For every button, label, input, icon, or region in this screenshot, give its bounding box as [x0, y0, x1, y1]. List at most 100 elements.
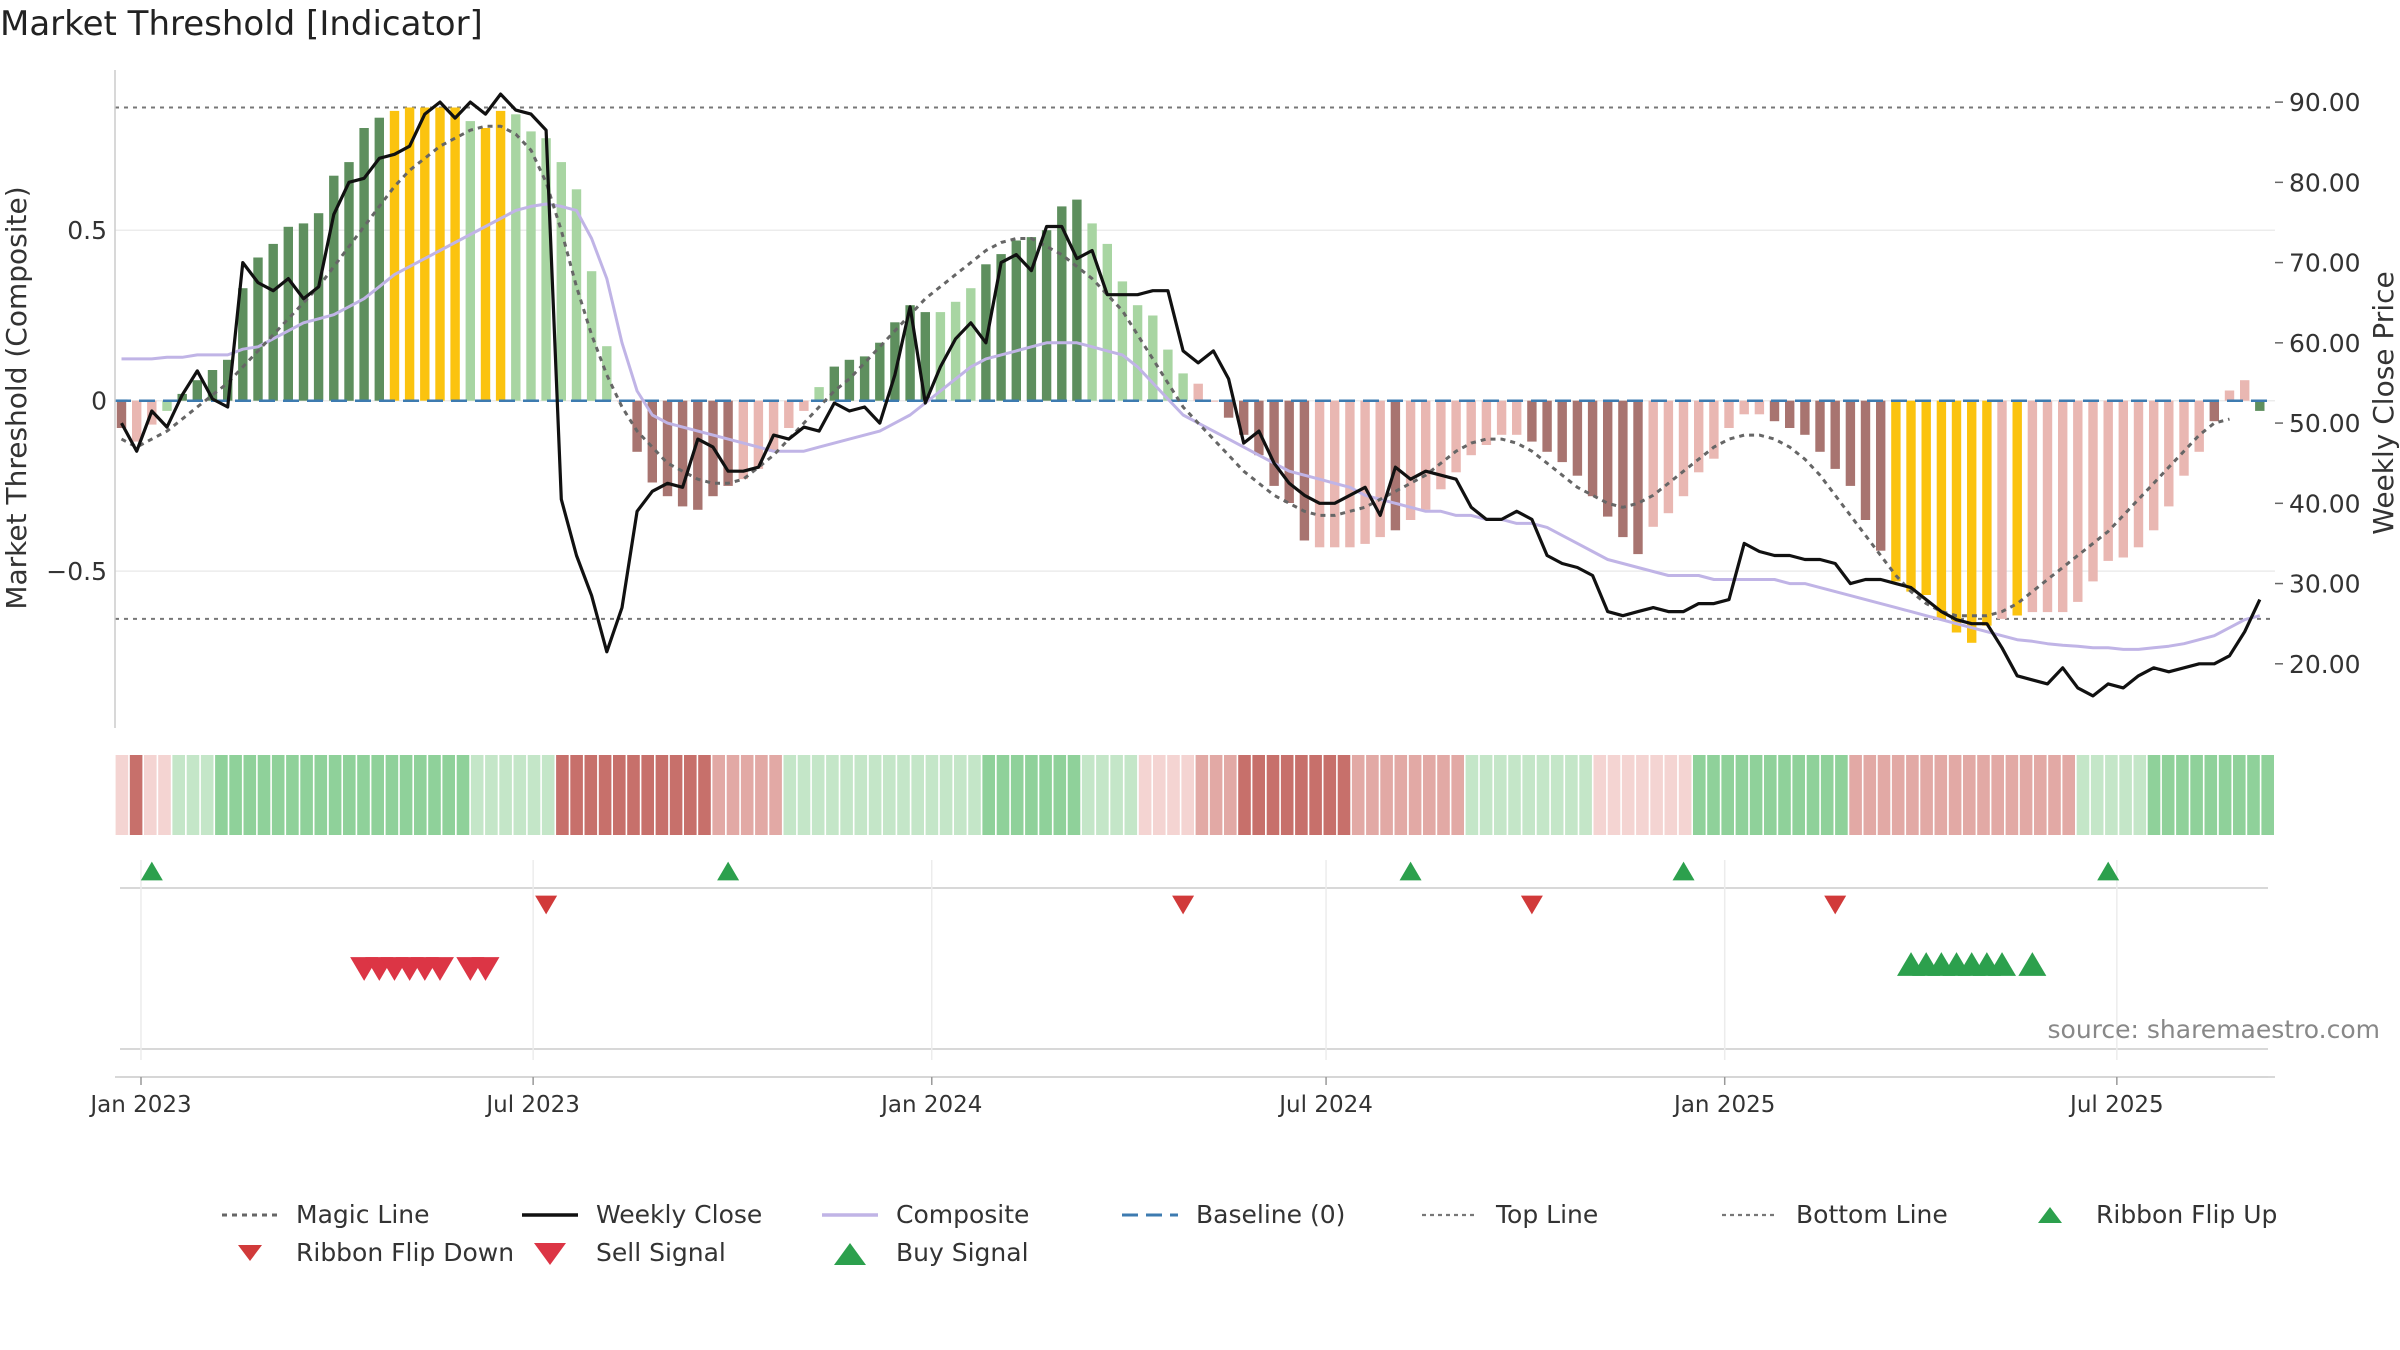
- composite-bar: [1648, 400, 1658, 527]
- legend-item-magic: Magic Line: [220, 1200, 430, 1229]
- composite-bar: [1982, 400, 1992, 626]
- composite-bar: [799, 400, 809, 411]
- composite-bar: [1132, 305, 1143, 401]
- composite-bar: [1405, 400, 1416, 520]
- legend-item-bottom: Bottom Line: [1720, 1200, 1948, 1229]
- ribbon-cell: [598, 755, 612, 835]
- composite-bar: [526, 131, 536, 401]
- ribbon-cell: [172, 755, 185, 835]
- composite-bar: [875, 342, 885, 401]
- ribbon-cell: [1280, 755, 1294, 835]
- ribbon-cell: [1508, 755, 1521, 835]
- composite-bar: [298, 223, 309, 401]
- composite-bar: [1193, 383, 1203, 401]
- composite-bar: [2240, 380, 2250, 401]
- ribbon-cell: [1252, 755, 1265, 835]
- ribbon-cell: [2062, 755, 2075, 835]
- composite-bar: [1724, 400, 1734, 428]
- ribbon-cell: [2090, 755, 2104, 835]
- ribbon-cell: [485, 755, 498, 835]
- ribbon-cell: [257, 755, 271, 835]
- ribbon-cell: [1948, 755, 1962, 835]
- composite-bar: [1284, 400, 1294, 503]
- composite-bar: [329, 175, 339, 401]
- composite-bar: [996, 254, 1006, 401]
- ribbon-cell: [144, 755, 157, 835]
- composite-bar: [1390, 400, 1401, 531]
- ribbon-cell: [1934, 755, 1948, 835]
- legend-item-flipdown: Ribbon Flip Down: [220, 1238, 514, 1267]
- legend-item-buy: Buy Signal: [820, 1238, 1029, 1267]
- ribbon-cell: [1863, 755, 1877, 835]
- composite-bar: [1345, 400, 1355, 548]
- ribbon-cell: [1621, 755, 1635, 835]
- composite-bar: [981, 264, 991, 401]
- right-tick-label: 30.00: [2289, 570, 2361, 599]
- composite-bar: [1360, 400, 1370, 544]
- composite-bar: [1436, 400, 1446, 490]
- composite-bar: [677, 400, 688, 507]
- right-tick-label: 40.00: [2289, 489, 2361, 518]
- left-tick-label: 0.5: [67, 216, 107, 245]
- ribbon-cell: [982, 755, 995, 835]
- composite-bar: [2209, 400, 2219, 422]
- ribbon-cell: [954, 755, 967, 835]
- ribbon-cell: [669, 755, 683, 835]
- ribbon-cell: [698, 755, 711, 835]
- ribbon-flip-down-marker: [1172, 895, 1195, 915]
- signal-panels: [120, 860, 2268, 1078]
- composite-bar: [2133, 400, 2144, 548]
- composite-bar: [571, 189, 582, 401]
- composite-bar: [2103, 400, 2113, 561]
- ribbon-cell: [399, 755, 413, 835]
- sell-signal-marker: [425, 957, 454, 981]
- composite-bar: [1603, 400, 1613, 517]
- ribbon-cell: [1025, 755, 1038, 835]
- left-tick-label: −0.5: [46, 557, 107, 586]
- composite-bar: [344, 162, 354, 401]
- legend-symbol: [822, 1212, 878, 1217]
- composite-bar: [1876, 400, 1886, 551]
- legend-item-composite: Composite: [820, 1200, 1029, 1229]
- legend-symbol: [534, 1242, 566, 1265]
- composite-bar: [1860, 400, 1871, 520]
- legend-label: Composite: [896, 1200, 1030, 1229]
- composite-bar: [1527, 400, 1537, 442]
- legend-item-flipup: Ribbon Flip Up: [2020, 1200, 2277, 1229]
- ribbon-cell: [1451, 755, 1464, 835]
- composite-bar: [1330, 400, 1340, 548]
- composite-bar: [662, 400, 673, 497]
- ribbon-cell: [1749, 755, 1763, 835]
- x-axis: Jan 2023 Jul 2023 Jan 2024 Jul 2024 Jan 2025…: [88, 1076, 2275, 1118]
- ribbon-cell: [868, 755, 882, 835]
- ribbon-cell: [115, 755, 129, 835]
- composite-bar: [647, 400, 657, 483]
- composite-bar: [2027, 400, 2038, 613]
- legend-symbol: [238, 1244, 262, 1261]
- ribbon-cell: [1010, 755, 1024, 835]
- composite-bar: [723, 400, 733, 486]
- ribbon-cell: [215, 755, 228, 835]
- composite-bar: [890, 322, 900, 401]
- composite-bar: [1997, 400, 2007, 619]
- ribbon-cell: [854, 755, 868, 835]
- ribbon-cell: [2133, 755, 2147, 835]
- ribbon-cell: [2034, 755, 2047, 835]
- source-credit: source: sharemaestro.com: [2047, 1015, 2381, 1044]
- ribbon-cell: [1053, 755, 1067, 835]
- ribbon-flip-up-marker: [717, 861, 740, 881]
- ribbon-cell: [1195, 755, 1209, 835]
- ribbon-cell: [1238, 755, 1251, 835]
- left-axis-label: Market Threshold (Composite): [0, 186, 33, 609]
- composite-bar: [1026, 237, 1037, 401]
- ribbon-cell: [897, 755, 910, 835]
- composite-bar: [132, 400, 142, 442]
- composite-bar: [359, 128, 369, 401]
- x-tick-label: Jan 2023: [88, 1092, 191, 1118]
- composite-bar: [738, 400, 748, 480]
- composite-bar: [1041, 230, 1052, 401]
- composite-bar: [920, 312, 930, 401]
- composite-bar: [2042, 400, 2053, 613]
- legend-item-close: Weekly Close: [520, 1200, 762, 1229]
- composite-bar: [116, 400, 127, 428]
